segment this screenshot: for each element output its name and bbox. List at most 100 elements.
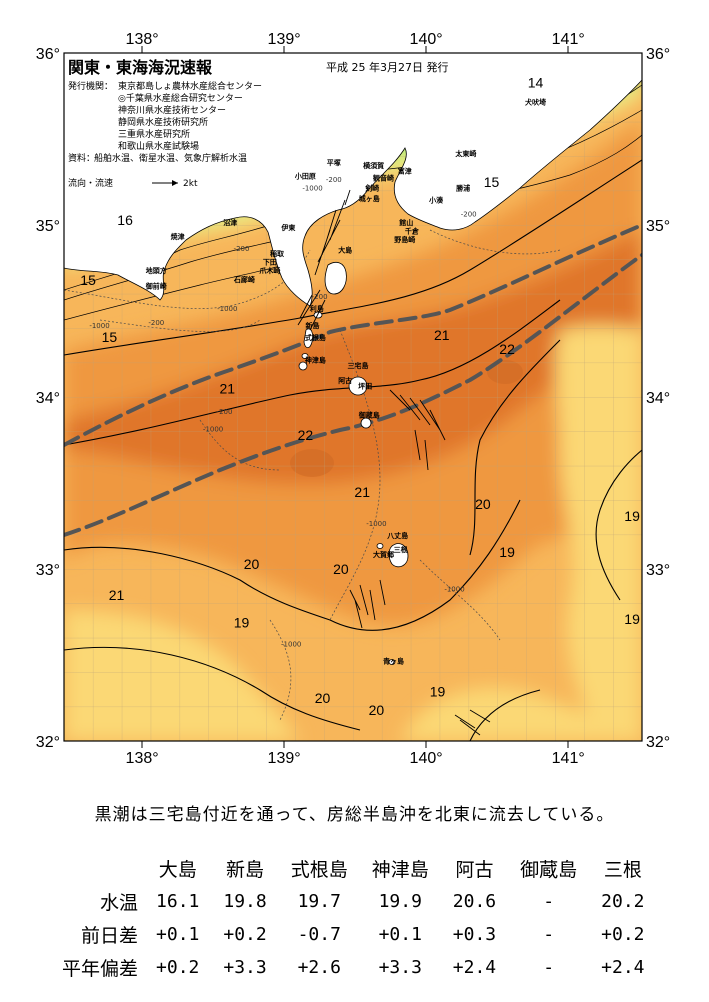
isotherm-label: 16	[117, 212, 133, 228]
place-label: 青ヶ島	[383, 657, 404, 666]
depth-labels: -1000 -200 -200 -200 -200 -200 -1000 -1000 -1000…	[89, 176, 476, 648]
place-label: 沼津	[223, 218, 237, 227]
table-cell: 19.9	[378, 891, 422, 912]
isotherm-label: 19	[624, 611, 640, 627]
place-label: 剣崎	[364, 184, 379, 193]
summary-text: 黒潮は三宅島付近を通って、房総半島沖を北東に流去している。	[94, 805, 615, 825]
latitude-tick-label: 32°	[646, 734, 670, 751]
isotherm-label: 21	[354, 484, 370, 500]
place-label: 下田	[263, 259, 277, 267]
table-cell: +2.4	[601, 957, 645, 978]
table-cell: -0.7	[297, 924, 341, 945]
table-cell: 19.7	[297, 891, 341, 912]
latitude-tick-label: 33°	[646, 562, 670, 579]
place-label: 式根島	[305, 333, 326, 342]
place-label: 阿古	[338, 376, 352, 385]
place-label: 城ヶ島	[359, 194, 380, 203]
table-cell: +2.6	[297, 957, 341, 978]
table-cell: +3.3	[223, 957, 267, 978]
observation-table: 大島 新島 式根島 神津島 阿古 御蔵島 三根 水温 16.1 19.8 19.…	[50, 852, 657, 984]
longitude-tick-label: 138°	[126, 750, 159, 767]
place-label: 犬吠埼	[525, 98, 546, 107]
place-label: 地頭方	[146, 266, 167, 275]
depth-label: -1000	[281, 640, 301, 648]
depth-label: -1000	[217, 305, 237, 313]
place-label: 御蔵島	[358, 411, 380, 420]
latitude-tick-label: 33°	[36, 562, 60, 579]
depth-label: -1000	[444, 585, 464, 593]
place-label: 御前崎	[145, 282, 167, 291]
table-cell: +3.3	[378, 957, 422, 978]
place-label: 三根	[394, 545, 408, 554]
longitude-tick-label: 139°	[268, 750, 301, 767]
source-text: 船舶水温、衛星水温、気象庁解析水温	[94, 152, 247, 164]
table-cell: 20.2	[601, 891, 645, 912]
row-label: 水温	[100, 892, 139, 914]
isotherm-label: 20	[244, 556, 260, 572]
row-label: 平年偏差	[62, 958, 139, 980]
longitude-tick-label: 141°	[552, 750, 585, 767]
station-header: 神津島	[371, 859, 429, 881]
latitude-tick-label: 36°	[646, 46, 670, 63]
table-cell: +2.4	[452, 957, 497, 978]
place-label: 坪田	[358, 381, 372, 390]
issuer-item: 和歌山県水産試験場	[118, 140, 199, 152]
issue-date: 平成 25 年3月27日 発行	[326, 60, 448, 74]
depth-label: -1000	[366, 520, 386, 528]
isotherm-label: 20	[333, 561, 349, 577]
longitude-tick-label: 139°	[268, 31, 301, 48]
place-label: 小湊	[428, 196, 444, 205]
table-cell: +0.2	[601, 924, 645, 945]
current-legend-scale: 2kt	[183, 179, 198, 189]
depth-label: -200	[217, 408, 233, 416]
table-cell: +0.1	[378, 924, 422, 945]
station-header: 式根島	[290, 859, 348, 881]
latitude-tick-label: 35°	[36, 218, 60, 235]
depth-label: -200	[461, 210, 477, 218]
depth-label: -1000	[203, 425, 223, 433]
isotherm-label: 15	[102, 329, 118, 345]
place-label: 千倉	[405, 227, 420, 236]
isotherm-label: 19	[430, 683, 446, 699]
isotherm-labels: 14 15 16 15 15 21 22 21 22 21 20 19 19 20 20 21 19 19 19 20…	[80, 74, 640, 718]
isotherm-label: 21	[434, 327, 450, 343]
station-header: 大島	[158, 859, 197, 881]
issuer-label: 発行機関：	[68, 80, 113, 92]
isotherm-label: 19	[234, 615, 250, 631]
isotherm-label: 22	[499, 341, 515, 357]
place-label: 稲取	[270, 249, 285, 258]
table-cell: +0.2	[223, 924, 267, 945]
row-label: 前日差	[81, 925, 139, 947]
place-label: 館山	[399, 218, 413, 227]
isotherm-label: 20	[475, 496, 491, 512]
longitude-ticks-bottom: 138° 139° 140° 141°	[126, 750, 585, 767]
latitude-tick-label: 34°	[36, 390, 60, 407]
place-label: 利島	[310, 304, 324, 313]
place-label: 新島	[306, 321, 320, 330]
corner-cell	[50, 852, 144, 885]
place-label: 大島	[338, 246, 352, 255]
station-header: 御蔵島	[520, 859, 578, 881]
isotherm-label: 20	[369, 702, 385, 718]
latitude-tick-label: 35°	[646, 218, 670, 235]
table-cell: +0.1	[156, 924, 200, 945]
isotherm-label: 14	[528, 74, 544, 90]
longitude-tick-label: 138°	[126, 31, 159, 48]
table-cell: -	[543, 924, 555, 945]
issuer-item: 三重県水産研究所	[118, 128, 190, 140]
place-label: 横須賀	[363, 161, 384, 170]
depth-label: -1000	[89, 322, 109, 330]
longitude-ticks-top: 138° 139° 140° 141°	[126, 31, 585, 48]
place-label: 大賀郷	[373, 550, 394, 559]
place-label: 三宅島	[348, 361, 369, 370]
station-header: 新島	[226, 859, 265, 881]
place-label: 焼津	[171, 232, 185, 241]
table-cell: +0.2	[156, 957, 200, 978]
isotherm-label: 19	[624, 508, 640, 524]
isotherm-label: 22	[298, 427, 314, 443]
table-row: 前日差 +0.1 +0.2 -0.7 +0.1 +0.3 - +0.2	[50, 918, 657, 951]
depth-label: -1000	[302, 185, 322, 193]
longitude-tick-label: 141°	[552, 31, 585, 48]
station-header: 三根	[603, 859, 642, 881]
